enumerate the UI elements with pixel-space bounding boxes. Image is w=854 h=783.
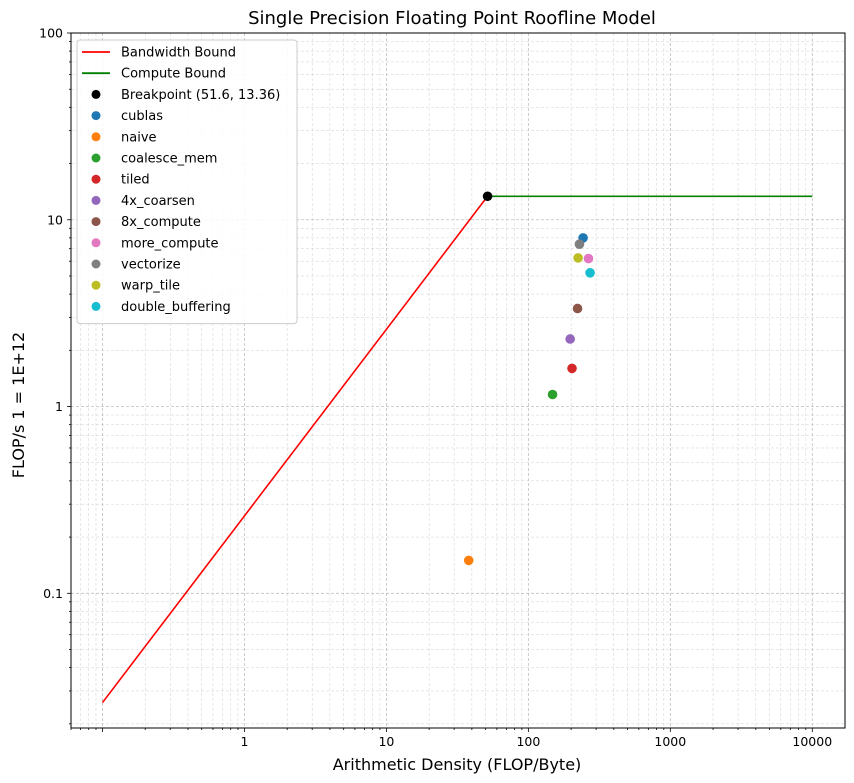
legend-label-vectorize: vectorize: [121, 258, 181, 273]
legend-swatch-coalesce-mem: [91, 153, 101, 163]
plot-frame: [70, 32, 846, 729]
y-tick-label: 0.1: [43, 586, 63, 601]
x-tick-label: 10000: [792, 734, 832, 749]
legend-box: [76, 39, 298, 325]
x-axis-label: Arithmetic Density (FLOP/Byte): [333, 755, 582, 774]
legend-swatch-double-buffering: [91, 301, 101, 311]
point-breakpoint-51-6-13-36: [482, 191, 493, 202]
legend-label-8x-compute: 8x_compute: [121, 215, 201, 230]
data-points: [463, 191, 595, 566]
point-8x-compute: [572, 303, 583, 314]
legend-swatch-tiled: [91, 174, 101, 184]
x-tick-label: 100: [516, 734, 540, 749]
point-coalesce-mem: [547, 389, 558, 400]
roof-lines: [101, 195, 813, 704]
point-tiled: [567, 363, 577, 374]
legend-swatch-warp-tile: [91, 280, 101, 290]
point-more-compute: [583, 253, 594, 264]
legend-label-breakpoint-51-6-13-36: Breakpoint (51.6, 13.36): [121, 88, 280, 103]
chart-title: Single Precision Floating Point Roofline…: [248, 8, 656, 29]
legend-swatch-vectorize: [91, 259, 101, 269]
bandwidth-bound-line: [101, 195, 489, 704]
legend-label-4x-coarsen: 4x_coarsen: [121, 194, 195, 209]
legend-label-naive: naive: [121, 130, 157, 145]
point-naive: [463, 555, 474, 566]
point-vectorize: [574, 239, 585, 249]
x-tick-label: 10: [378, 734, 394, 749]
legend-label-compute-bound: Compute Bound: [121, 67, 226, 82]
legend-swatch-naive: [91, 132, 101, 142]
legend-swatch-breakpoint-51-6-13-36: [91, 89, 101, 99]
legend-label-cublas: cublas: [121, 109, 163, 124]
legend-label-bandwidth-bound: Bandwidth Bound: [121, 46, 236, 61]
legend-label-tiled: tiled: [121, 173, 150, 188]
x-tick-label: 1000: [654, 734, 686, 749]
y-tick-label: 1: [55, 399, 63, 414]
legend-label-coalesce-mem: coalesce_mem: [121, 152, 217, 167]
y-tick-label: 100: [39, 26, 63, 41]
point-double-buffering: [585, 268, 595, 278]
legend: Bandwidth Bound Compute Bound Breakpoint (…: [76, 39, 298, 325]
y-axis-label: FLOP/s 1 = 1E+12: [9, 332, 28, 478]
point-4x-coarsen: [565, 334, 575, 344]
legend-swatch-4x-coarsen: [91, 195, 101, 205]
legend-swatch-8x-compute: [91, 217, 101, 227]
legend-swatch-cublas: [91, 111, 101, 121]
legend-label-double-buffering: double_buffering: [121, 300, 231, 315]
y-tick-label: 10: [47, 212, 63, 227]
point-warp-tile: [573, 253, 583, 263]
legend-label-warp-tile: warp_tile: [121, 279, 180, 294]
legend-swatch-more-compute: [91, 238, 101, 248]
axis-ticks: 1 10 100 1000 10000 0.1 1 10 100: [39, 26, 832, 750]
legend-label-more-compute: more_compute: [121, 236, 219, 251]
x-tick-label: 1: [240, 734, 248, 749]
